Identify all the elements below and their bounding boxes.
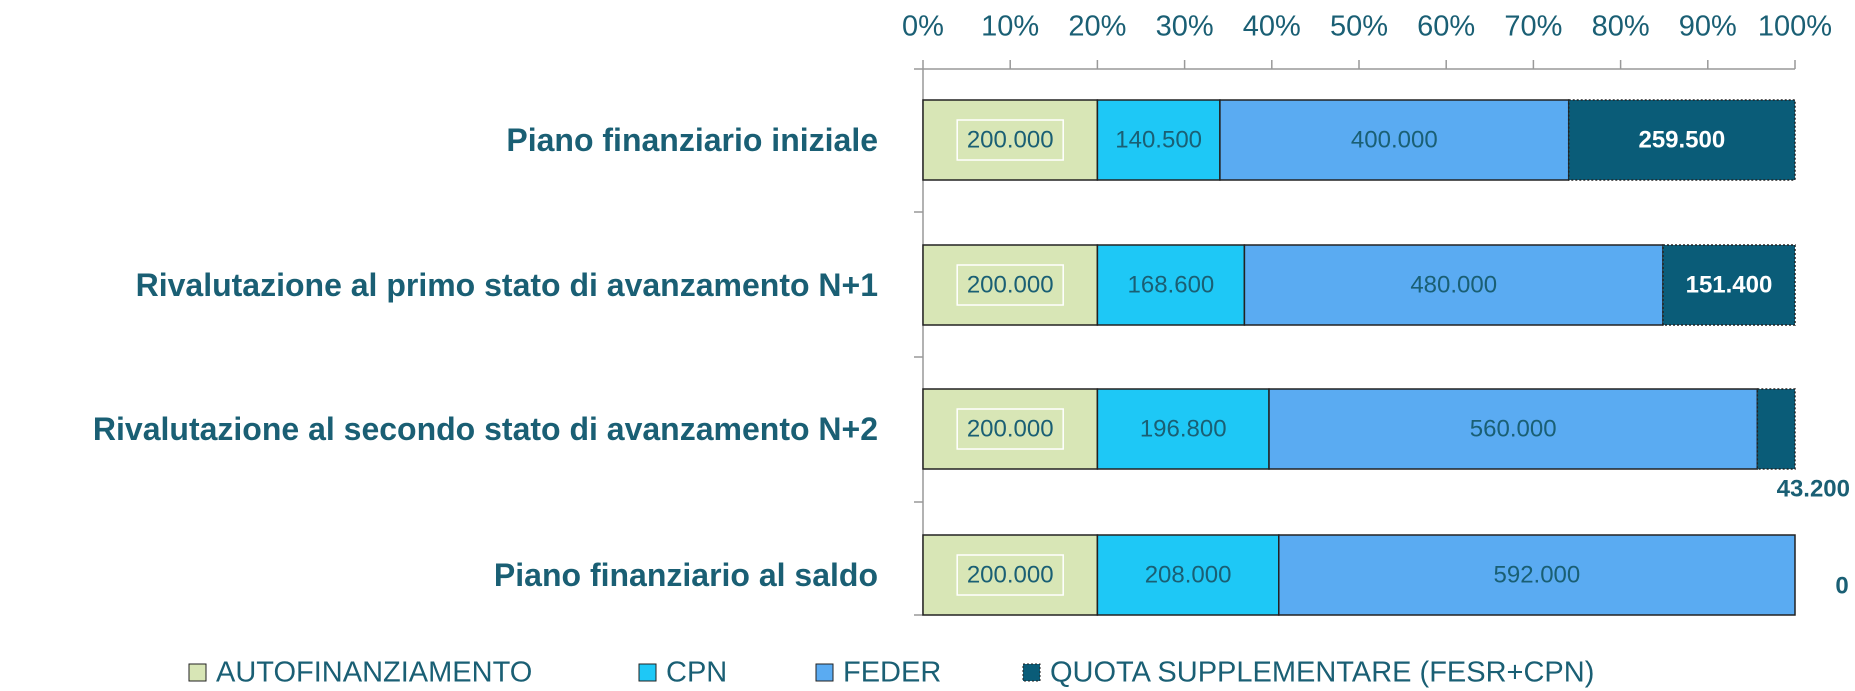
x-tick-label: 70% [1504,11,1562,43]
value-label: 196.800 [1140,415,1227,442]
label-box [956,119,1064,161]
legend-label: CPN [666,657,727,689]
bar-segment [922,534,1099,616]
value-label: 259.500 [1638,126,1725,153]
bar-segment [1096,534,1280,616]
x-tick-label: 0% [902,11,944,43]
category-label: Rivalutazione al primo stato di avanzame… [135,267,878,303]
x-tick-label: 20% [1068,11,1126,43]
x-tick-label: 10% [981,11,1039,43]
bar-segment [1278,534,1796,616]
label-box [956,408,1064,450]
x-tick-label: 60% [1417,11,1475,43]
value-label: 560.000 [1470,415,1557,442]
bar-segment [922,244,1099,326]
value-label: 200.000 [967,126,1054,153]
value-label: 200.000 [967,271,1054,298]
bar-segment [1219,99,1570,181]
bar-segment [1096,99,1221,181]
x-tick-label: 80% [1592,11,1650,43]
value-label: 592.000 [1494,561,1581,588]
bar-segment [1756,388,1796,470]
x-tick-label: 40% [1243,11,1301,43]
label-box [956,264,1064,306]
bar-segment [1662,244,1796,326]
x-tick-label: 100% [1758,11,1832,43]
category-label: Piano finanziario al saldo [493,557,878,593]
x-tick-label: 50% [1330,11,1388,43]
bar-segment [922,388,1099,470]
value-label: 480.000 [1410,271,1497,298]
value-label: 200.000 [967,415,1054,442]
bar-segment [922,99,1099,181]
bar-segment [1268,388,1759,470]
value-label: 168.600 [1128,271,1215,298]
legend-swatch [638,663,657,682]
value-label: 208.000 [1145,561,1232,588]
value-label: 200.000 [967,561,1054,588]
category-label: Piano finanziario iniziale [506,122,878,158]
x-tick-label: 30% [1156,11,1214,43]
legend-swatch [815,663,834,682]
bar-segment [1096,244,1246,326]
x-tick-label: 90% [1679,11,1737,43]
legend-label: FEDER [843,657,941,689]
value-label: 0 [1835,572,1848,599]
legend-swatch [188,663,207,682]
legend-swatch [1022,663,1041,682]
value-label: 400.000 [1351,126,1438,153]
value-label: 140.500 [1115,126,1202,153]
value-label: 43.200 [1777,475,1850,502]
bar-segment [1567,99,1796,181]
value-label: 151.400 [1686,271,1773,298]
category-label: Rivalutazione al secondo stato di avanza… [92,411,878,447]
legend-label: QUOTA SUPPLEMENTARE (FESR+CPN) [1050,657,1594,689]
label-box [956,554,1064,596]
legend-label: AUTOFINANZIAMENTO [216,657,532,689]
